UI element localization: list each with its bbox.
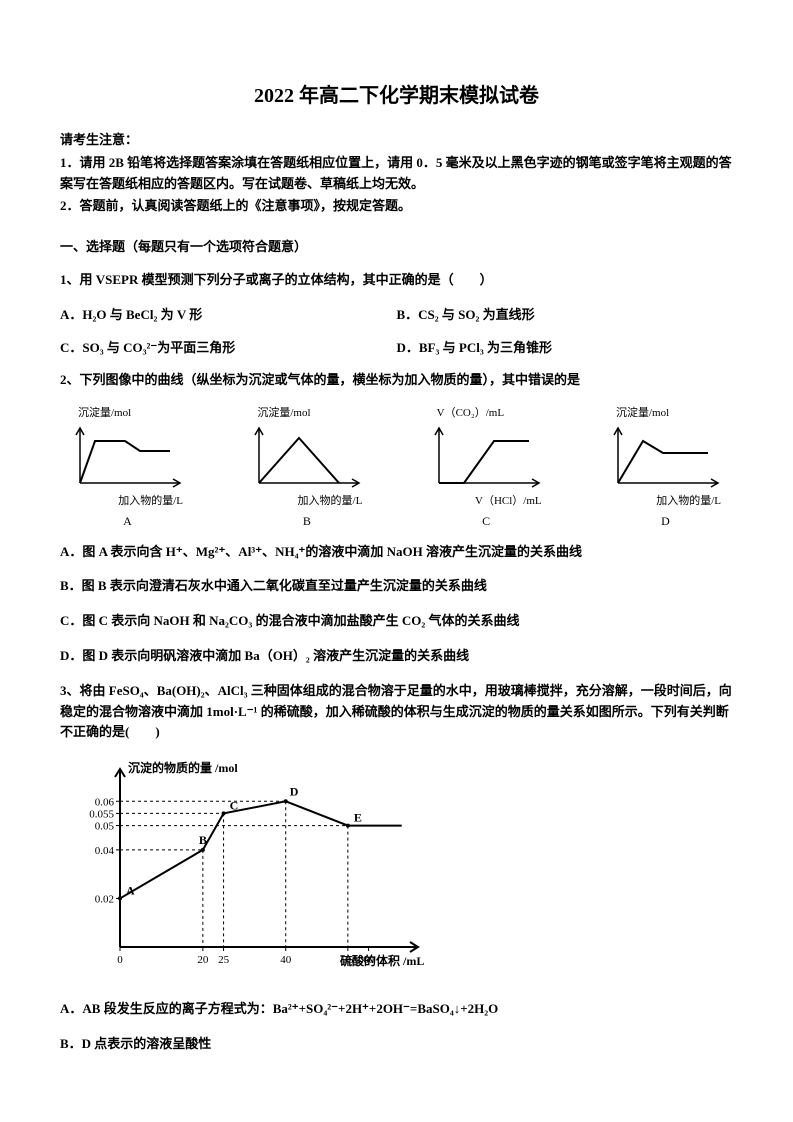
svg-text:A: A bbox=[126, 884, 135, 898]
q2-chartB-letter: B bbox=[303, 512, 311, 531]
q3-chart-svg: 沉淀的物质的量 /mol硫酸的体积 /mL0.020.040.050.0550.… bbox=[70, 757, 430, 972]
svg-text:沉淀的物质的量 /mol: 沉淀的物质的量 /mol bbox=[128, 760, 238, 775]
section1-header: 一、选择题（每题只有一个选项符合题意） bbox=[60, 237, 733, 258]
q2-chartA-letter: A bbox=[123, 512, 132, 531]
q2-chartC-ylabel: V（CO₂）/mL bbox=[437, 405, 504, 423]
q2-chartD-xlabel: 加入物的量/L bbox=[656, 493, 721, 511]
svg-text:D: D bbox=[290, 784, 299, 798]
q1-options-row1: A．H₂O 与 BeCl₂ 为 V 形 B．CS₂ 与 SO₂ 为直线形 bbox=[60, 305, 733, 326]
svg-text:60: 60 bbox=[363, 954, 375, 966]
q2-chartD-letter: D bbox=[661, 512, 670, 531]
q2-optB: B．图 B 表示向澄清石灰水中通入二氧化碳直至过量产生沉淀量的关系曲线 bbox=[60, 576, 733, 597]
svg-text:0.06: 0.06 bbox=[95, 796, 115, 808]
svg-text:E: E bbox=[354, 811, 362, 825]
svg-text:0.05: 0.05 bbox=[95, 821, 115, 833]
q2-chartB: 沉淀量/mol 加入物的量/L B bbox=[249, 405, 364, 531]
q1-optD: D．BF₃ 与 PCl₃ 为三角锥形 bbox=[397, 338, 734, 359]
q2-chartB-xlabel: 加入物的量/L bbox=[298, 493, 363, 511]
q2-optA: A．图 A 表示向含 H⁺、Mg²⁺、Al³⁺、NH₄⁺的溶液中滴加 NaOH … bbox=[60, 542, 733, 563]
q3-chart: 沉淀的物质的量 /mol硫酸的体积 /mL0.020.040.050.0550.… bbox=[70, 757, 733, 979]
q1-options-row2: C．SO₃ 与 CO₃²⁻为平面三角形 D．BF₃ 与 PCl₃ 为三角锥形 bbox=[60, 338, 733, 359]
q2-chartA-svg bbox=[70, 423, 185, 493]
svg-text:0: 0 bbox=[117, 954, 123, 966]
svg-text:0.02: 0.02 bbox=[95, 894, 114, 906]
q1-optC: C．SO₃ 与 CO₃²⁻为平面三角形 bbox=[60, 338, 397, 359]
instructions-line1: 1．请用 2B 铅笔将选择题答案涂填在答题纸相应位置上，请用 0．5 毫米及以上… bbox=[60, 153, 733, 195]
q2-chartB-svg bbox=[249, 423, 364, 493]
q2-chartC-xlabel: V（HCl）/mL bbox=[475, 493, 542, 511]
instructions-line2: 2．答题前，认真阅读答题纸上的《注意事项》，按规定答题。 bbox=[60, 196, 733, 217]
q2-chartA-xlabel: 加入物的量/L bbox=[118, 493, 183, 511]
instructions-header: 请考生注意： bbox=[60, 130, 733, 151]
q2-chartC-letter: C bbox=[482, 512, 490, 531]
q2-chartD: 沉淀量/mol 加入物的量/L D bbox=[608, 405, 723, 531]
q1-stem: 1、用 VSEPR 模型预测下列分子或离子的立体结构，其中正确的是（ ） bbox=[60, 270, 733, 291]
q1-optB: B．CS₂ 与 SO₂ 为直线形 bbox=[397, 305, 734, 326]
instructions-block: 请考生注意： 1．请用 2B 铅笔将选择题答案涂填在答题纸相应位置上，请用 0．… bbox=[60, 130, 733, 217]
q2-chartC: V（CO₂）/mL V（HCl）/mL C bbox=[429, 405, 544, 531]
svg-text:0.055: 0.055 bbox=[89, 809, 114, 821]
q2-optC: C．图 C 表示向 NaOH 和 Na₂CO₃ 的混合液中滴加盐酸产生 CO₂ … bbox=[60, 611, 733, 632]
q2-chartD-ylabel: 沉淀量/mol bbox=[616, 405, 669, 423]
svg-text:0.04: 0.04 bbox=[95, 845, 115, 857]
q3-stem: 3、将由 FeSO₄、Ba(OH)₂、AlCl₃ 三种固体组成的混合物溶于足量的… bbox=[60, 681, 733, 743]
q2-optD: D．图 D 表示向明矾溶液中滴加 Ba（OH）₂ 溶液产生沉淀量的关系曲线 bbox=[60, 646, 733, 667]
svg-text:55: 55 bbox=[342, 954, 354, 966]
q2-chartC-svg bbox=[429, 423, 544, 493]
svg-text:40: 40 bbox=[280, 954, 292, 966]
exam-title: 2022 年高二下化学期末模拟试卷 bbox=[60, 80, 733, 112]
q2-chartA-ylabel: 沉淀量/mol bbox=[78, 405, 131, 423]
svg-text:25: 25 bbox=[218, 954, 230, 966]
q2-charts-row: 沉淀量/mol 加入物的量/L A 沉淀量/mol 加入物的量/L B V（CO… bbox=[60, 405, 733, 531]
q3-optA: A．AB 段发生反应的离子方程式为：Ba²⁺+SO₄²⁻+2H⁺+2OH⁻=Ba… bbox=[60, 999, 733, 1020]
svg-text:20: 20 bbox=[197, 954, 209, 966]
svg-text:B: B bbox=[199, 833, 207, 847]
svg-text:C: C bbox=[230, 799, 239, 813]
q2-chartD-svg bbox=[608, 423, 723, 493]
q2-chartB-ylabel: 沉淀量/mol bbox=[257, 405, 310, 423]
q3-optB: B．D 点表示的溶液呈酸性 bbox=[60, 1034, 733, 1055]
q2-stem: 2、下列图像中的曲线（纵坐标为沉淀或气体的量，横坐标为加入物质的量），其中错误的… bbox=[60, 370, 733, 391]
q1-optA: A．H₂O 与 BeCl₂ 为 V 形 bbox=[60, 305, 397, 326]
q2-chartA: 沉淀量/mol 加入物的量/L A bbox=[70, 405, 185, 531]
